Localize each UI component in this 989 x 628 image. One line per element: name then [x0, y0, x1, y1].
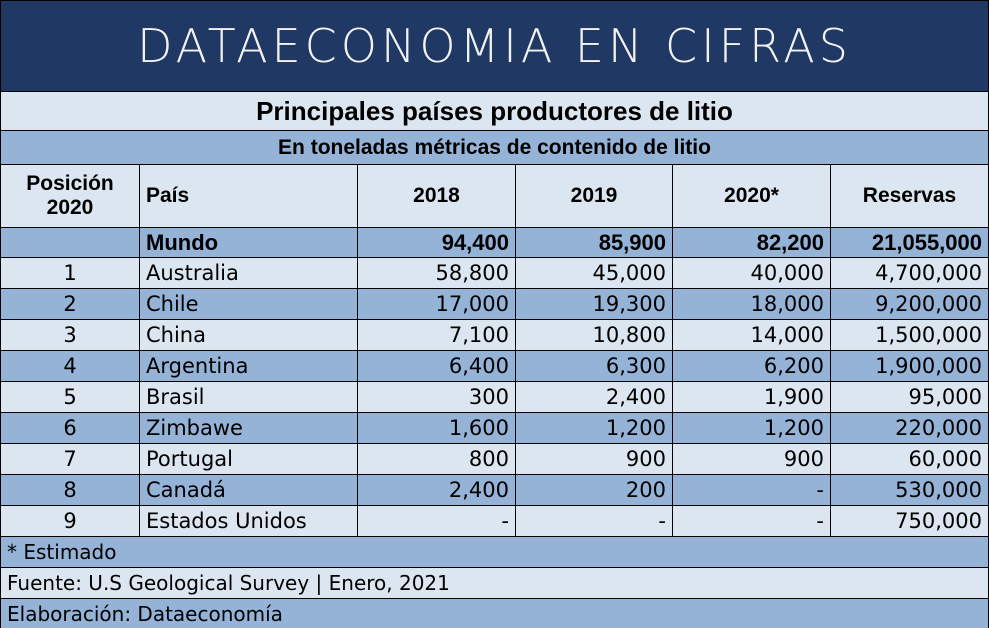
value: 17,000 [358, 289, 516, 320]
country: Estados Unidos [140, 506, 358, 537]
rank: 4 [0, 351, 140, 382]
value: 7,100 [358, 320, 516, 351]
value: 14,000 [673, 320, 831, 351]
value: 9,200,000 [831, 289, 989, 320]
country: Australia [140, 258, 358, 289]
rank: 8 [0, 475, 140, 506]
country: Mundo [140, 228, 358, 258]
note: * Estimado [0, 537, 989, 568]
column-header: Reservas [831, 165, 989, 228]
table-subtitle: En toneladas métricas de contenido de li… [0, 131, 989, 165]
column-header: 2020* [673, 165, 831, 228]
value: 1,500,000 [831, 320, 989, 351]
rank: 7 [0, 444, 140, 475]
value: 6,300 [516, 351, 673, 382]
value: 60,000 [831, 444, 989, 475]
value: 45,000 [516, 258, 673, 289]
value: 40,000 [673, 258, 831, 289]
country: Argentina [140, 351, 358, 382]
country: Canadá [140, 475, 358, 506]
rank: 5 [0, 382, 140, 413]
value: 85,900 [516, 228, 673, 258]
value: 1,200 [673, 413, 831, 444]
country: Brasil [140, 382, 358, 413]
value: 18,000 [673, 289, 831, 320]
rank: 9 [0, 506, 140, 537]
column-header: País [140, 165, 358, 228]
value: 900 [516, 444, 673, 475]
rank: 1 [0, 258, 140, 289]
value: 10,800 [516, 320, 673, 351]
value: 200 [516, 475, 673, 506]
country: Zimbawe [140, 413, 358, 444]
country: Portugal [140, 444, 358, 475]
value: - [673, 506, 831, 537]
value: 1,600 [358, 413, 516, 444]
value: 300 [358, 382, 516, 413]
value: 1,900,000 [831, 351, 989, 382]
table-title: Principales países productores de litio [0, 92, 989, 131]
column-header: 2018 [358, 165, 516, 228]
value: 1,200 [516, 413, 673, 444]
value: 94,400 [358, 228, 516, 258]
column-header: 2019 [516, 165, 673, 228]
country: China [140, 320, 358, 351]
value: 4,700,000 [831, 258, 989, 289]
value: 800 [358, 444, 516, 475]
value: 2,400 [516, 382, 673, 413]
value: 750,000 [831, 506, 989, 537]
banner-title: DATAECONOMIA EN CIFRAS [0, 0, 989, 92]
value: 6,400 [358, 351, 516, 382]
value: - [673, 475, 831, 506]
value: 220,000 [831, 413, 989, 444]
note: Fuente: U.S Geological Survey | Enero, 2… [0, 568, 989, 599]
rank [0, 228, 140, 258]
value: 1,900 [673, 382, 831, 413]
value: - [358, 506, 516, 537]
value: - [516, 506, 673, 537]
value: 21,055,000 [831, 228, 989, 258]
note: Elaboración: Dataeconomía [0, 599, 989, 628]
rank: 3 [0, 320, 140, 351]
value: 95,000 [831, 382, 989, 413]
value: 6,200 [673, 351, 831, 382]
rank: 2 [0, 289, 140, 320]
country: Chile [140, 289, 358, 320]
rank: 6 [0, 413, 140, 444]
value: 19,300 [516, 289, 673, 320]
value: 900 [673, 444, 831, 475]
value: 82,200 [673, 228, 831, 258]
value: 2,400 [358, 475, 516, 506]
value: 58,800 [358, 258, 516, 289]
value: 530,000 [831, 475, 989, 506]
column-header: Posición 2020 [0, 165, 140, 228]
